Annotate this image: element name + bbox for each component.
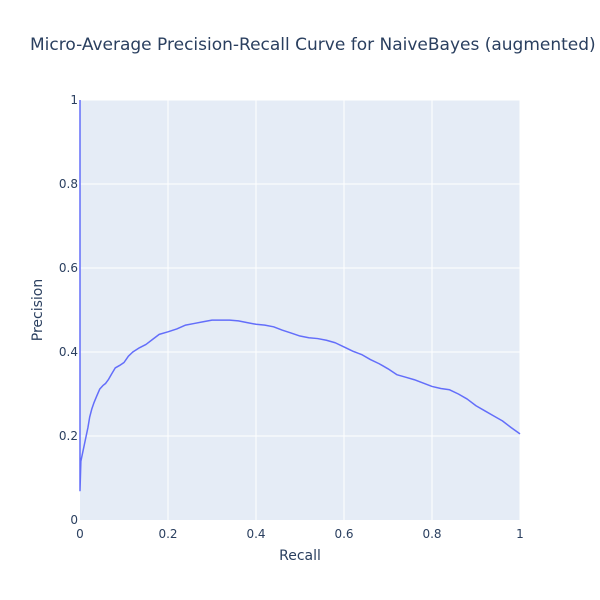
- tick-labels: 0 0.2 0.4 0.6 0.8 1 0 0.2 0.4 0.6 0.8 1: [59, 93, 524, 541]
- y-tick-label: 0.2: [59, 429, 78, 443]
- y-tick-label: 0: [70, 513, 78, 527]
- y-axis-title: Precision: [30, 279, 46, 341]
- y-tick-label: 0.4: [59, 345, 78, 359]
- series-layer: [79, 100, 521, 492]
- pr-curve-line: [79, 100, 521, 492]
- x-tick-label: 0.2: [158, 527, 177, 541]
- y-tick-label: 0.8: [59, 177, 78, 191]
- x-tick-label: 0.6: [334, 527, 353, 541]
- x-tick-label: 0: [76, 527, 84, 541]
- x-tick-label: 1: [516, 527, 524, 541]
- x-tick-label: 0.8: [422, 527, 441, 541]
- plot-area: [80, 100, 520, 520]
- y-tick-label: 1: [70, 93, 78, 107]
- chart-title: Micro-Average Precision-Recall Curve for…: [30, 35, 596, 55]
- x-tick-label: 0.4: [246, 527, 265, 541]
- grid-lines: [80, 99, 521, 520]
- x-axis-title: Recall: [279, 548, 321, 564]
- y-tick-label: 0.6: [59, 261, 78, 275]
